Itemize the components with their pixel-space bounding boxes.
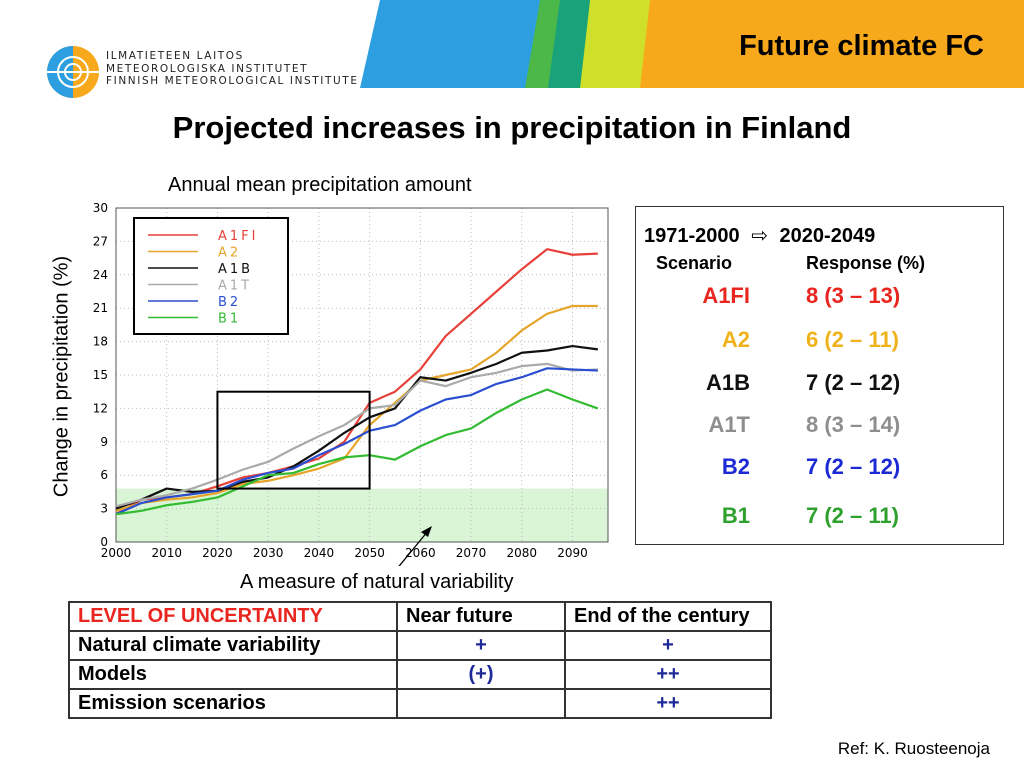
- x-tick-label: 2010: [151, 546, 182, 560]
- scenario-response: 8 (3 – 13): [806, 283, 901, 308]
- table-row: Natural climate variability + +: [68, 630, 772, 661]
- from-period: 1971-2000: [644, 225, 740, 247]
- right-arrow-icon: ⇨: [751, 225, 768, 247]
- legend-box: [133, 217, 289, 335]
- scenario-panel: 1971-2000 ⇨ 2020-2049 Scenario Response …: [635, 206, 1004, 545]
- scenario-response: 7 (2 – 12): [806, 454, 901, 479]
- scenario-row: A2 6 (2 – 11): [636, 327, 1005, 361]
- table-row: Models (+) ++: [68, 659, 772, 690]
- response-column-header: Response (%): [806, 253, 926, 273]
- end-century-header: End of the century: [564, 601, 772, 632]
- near-future-cell: +: [396, 630, 566, 661]
- slide-title: Future climate FC: [739, 30, 984, 62]
- scenario-name: A1T: [708, 412, 750, 437]
- series-line-a1t: [115, 362, 598, 508]
- y-tick-label: 15: [93, 368, 108, 382]
- y-axis-label: Change in precipitation (%): [50, 255, 73, 498]
- precipitation-chart: 0 3 6 9 12 15 18 21 24 27 30 2000 2010 2020 2030 2040 20…: [93, 201, 609, 566]
- institute-logo: [47, 46, 99, 98]
- annotation-arrowhead: [421, 526, 432, 537]
- legend-label: A1B: [218, 262, 253, 277]
- y-tick-label: 0: [100, 535, 108, 549]
- org-line-3: FINNISH METEOROLOGICAL INSTITUTE: [106, 75, 359, 87]
- header-banner: [360, 0, 1024, 88]
- legend-label: A2: [218, 246, 241, 261]
- scenario-row: A1FI 8 (3 – 13): [636, 283, 1005, 317]
- y-tick-label: 6: [100, 468, 108, 482]
- plot-frame: [115, 207, 609, 543]
- end-century-cell: +: [564, 630, 772, 661]
- scenario-column-header: Scenario: [656, 253, 733, 273]
- near-future-cell: (+): [396, 659, 566, 690]
- near-future-highlight-box: [216, 390, 371, 490]
- near-future-cell: [396, 688, 566, 719]
- x-tick-label: 2030: [253, 546, 284, 560]
- series-line-a1b: [115, 344, 598, 510]
- annotation-arrow: [398, 530, 429, 566]
- y-tick-label: 12: [93, 401, 108, 415]
- y-tick-label: 30: [93, 201, 108, 215]
- y-tick-label: 3: [100, 502, 108, 516]
- y-tick-label: 21: [93, 301, 108, 315]
- scenario-row: A1B 7 (2 – 12): [636, 370, 1005, 404]
- scenario-row: B1 7 (2 – 11): [636, 503, 1005, 537]
- row-label: Models: [68, 659, 398, 690]
- row-label: Natural climate variability: [68, 630, 398, 661]
- end-century-cell: ++: [564, 688, 772, 719]
- series-line-b2: [115, 367, 598, 516]
- level-header: LEVEL OF UNCERTAINTY: [68, 601, 398, 632]
- x-tick-label: 2050: [354, 546, 385, 560]
- y-tick-label: 18: [93, 335, 108, 349]
- org-line-2: METEOROLOGISKA INSTITUTET: [106, 62, 309, 75]
- scenario-name: A2: [721, 327, 750, 352]
- y-tick-label: 24: [93, 268, 108, 282]
- x-tick-label: 2090: [557, 546, 588, 560]
- scenario-name: A1FI: [702, 283, 750, 308]
- chart-title: Annual mean precipitation amount: [168, 174, 472, 196]
- scenario-response: 6 (2 – 11): [806, 327, 899, 352]
- legend-label: A1FI: [218, 229, 258, 244]
- scenario-row: A1T 8 (3 – 14): [636, 412, 1005, 446]
- page-title: Projected increases in precipitation in …: [172, 110, 852, 145]
- scenario-name: B2: [721, 454, 750, 479]
- table-row: Emission scenarios ++: [68, 688, 772, 719]
- x-tick-label: 2080: [506, 546, 537, 560]
- org-line-1: ILMATIETEEN LAITOS: [106, 50, 244, 62]
- reference-note: Ref: K. Ruosteenoja: [837, 739, 990, 758]
- scenario-response: 7 (2 – 12): [806, 370, 901, 395]
- uncertainty-table: LEVEL OF UNCERTAINTY Near future End of …: [68, 601, 772, 719]
- scenario-name: A1B: [705, 370, 750, 395]
- end-century-cell: ++: [564, 659, 772, 690]
- x-tick-label: 2040: [304, 546, 335, 560]
- legend-label: A1T: [218, 279, 252, 294]
- x-tick-label: 2070: [456, 546, 487, 560]
- period-heading: 1971-2000 ⇨ 2020-2049: [644, 223, 875, 248]
- y-tick-label: 9: [100, 435, 108, 449]
- scenario-response: 7 (2 – 11): [806, 503, 899, 528]
- series-line-a2: [115, 304, 598, 512]
- table-header-row: LEVEL OF UNCERTAINTY Near future End of …: [68, 601, 772, 632]
- legend-label: B2: [218, 295, 241, 310]
- to-period: 2020-2049: [779, 225, 876, 247]
- y-tick-label: 27: [93, 234, 108, 248]
- legend-label: B1: [218, 312, 241, 327]
- x-tick-label: 2020: [202, 546, 233, 560]
- x-tick-label: 2000: [101, 546, 132, 560]
- scenario-name: B1: [721, 503, 750, 528]
- near-future-header: Near future: [396, 601, 566, 632]
- row-label: Emission scenarios: [68, 688, 398, 719]
- natural-variability-annotation: A measure of natural variability: [240, 571, 514, 593]
- series-line-b1: [115, 388, 599, 516]
- scenario-response: 8 (3 – 14): [806, 412, 901, 437]
- institute-name: ILMATIETEEN LAITOS METEOROLOGISKA INSTIT…: [106, 50, 359, 88]
- scenario-row: B2 7 (2 – 12): [636, 454, 1005, 488]
